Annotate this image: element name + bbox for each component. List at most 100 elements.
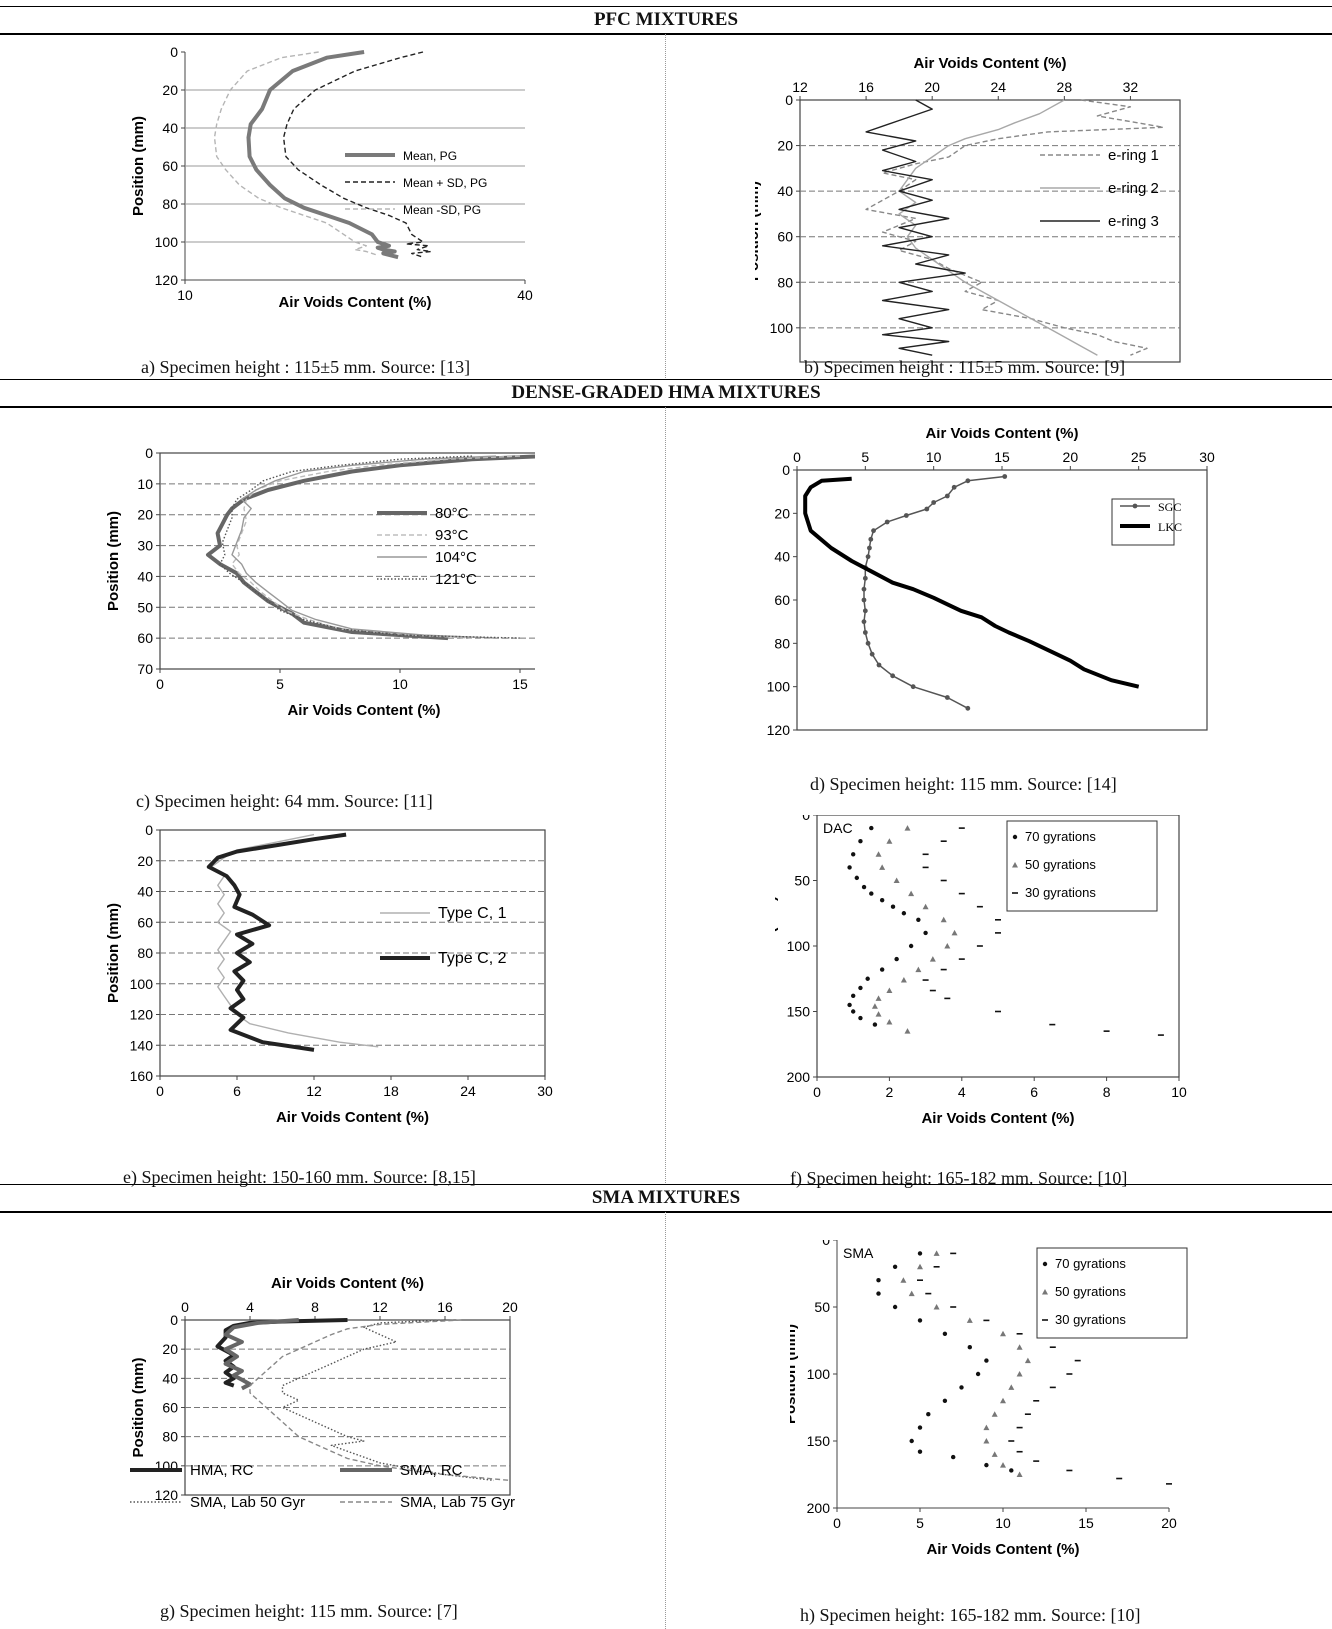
data-point xyxy=(900,1277,907,1283)
x-tick-label: 8 xyxy=(1103,1084,1111,1100)
data-point xyxy=(942,1398,948,1403)
data-point xyxy=(1024,1357,1031,1364)
legend-marker xyxy=(1012,862,1018,868)
data-point xyxy=(875,995,882,1001)
data-point xyxy=(984,1462,989,1468)
y-tick-label: 0 xyxy=(822,1240,830,1248)
y-tick-label: 0 xyxy=(170,44,178,60)
data-point xyxy=(933,1304,940,1310)
x-tick-label: 0 xyxy=(156,1083,164,1099)
data-point xyxy=(861,884,867,890)
y-tick-label: 80 xyxy=(162,196,178,212)
data-point xyxy=(959,1385,964,1390)
x-tick-label: 0 xyxy=(156,676,164,692)
series-lkc xyxy=(803,476,1140,689)
data-point xyxy=(879,967,885,972)
x-axis-label: Air Voids Content (%) xyxy=(278,294,431,311)
y-tick-label: 0 xyxy=(802,815,810,823)
x-tick-label: 6 xyxy=(1030,1084,1038,1100)
y-tick-label: 120 xyxy=(130,1007,154,1023)
data-point xyxy=(892,1304,898,1310)
data-point xyxy=(893,877,900,883)
y-tick-label: 0 xyxy=(785,92,793,108)
data-point xyxy=(991,1411,998,1417)
data-point xyxy=(858,985,863,991)
x-tick-label: 4 xyxy=(958,1084,966,1100)
data-point xyxy=(944,943,951,949)
y-tick-label: 100 xyxy=(770,320,794,336)
data-point xyxy=(966,1317,973,1323)
data-point xyxy=(876,662,882,668)
legend-label: 30 gyrations xyxy=(1055,1312,1126,1327)
x-tick-label: 0 xyxy=(181,1299,189,1315)
data-point xyxy=(951,929,958,936)
data-point xyxy=(865,640,871,646)
legend-label: SGC xyxy=(1158,500,1181,514)
data-point xyxy=(861,619,867,625)
series-sgc xyxy=(863,475,1005,709)
data-point xyxy=(926,1412,931,1417)
caption-e: e) Specimen height: 150-160 mm. Source: … xyxy=(123,1167,476,1187)
legend-marker xyxy=(1012,834,1018,840)
x-tick-label: 20 xyxy=(502,1299,518,1315)
chart-title: Air Voids Content (%) xyxy=(271,1275,424,1292)
data-point xyxy=(871,1003,878,1009)
legend-label: Mean + SD, PG xyxy=(403,176,487,190)
x-tick-label: 15 xyxy=(512,676,528,692)
y-tick-label: 100 xyxy=(767,679,791,695)
data-point xyxy=(967,1345,972,1350)
series-sma-rc xyxy=(223,1318,299,1391)
legend-label: 80°C xyxy=(435,505,469,522)
series-e-ring-2 xyxy=(898,99,1098,356)
data-point xyxy=(915,966,922,973)
y-tick-label: 50 xyxy=(137,599,153,615)
x-axis-label: Air Voids Content (%) xyxy=(287,702,440,719)
data-point xyxy=(851,852,856,857)
x-tick-label: 6 xyxy=(233,1083,241,1099)
x-tick-label: 15 xyxy=(994,449,1010,465)
chart-annotation: SMA xyxy=(843,1245,874,1261)
y-tick-label: 60 xyxy=(137,914,153,930)
x-tick-label: 5 xyxy=(916,1515,924,1531)
x-tick-label: 20 xyxy=(1063,449,1079,465)
section-header-sma: SMA MIXTURES xyxy=(0,1184,1332,1213)
x-tick-label: 0 xyxy=(793,449,801,465)
legend-marker xyxy=(1042,1289,1048,1295)
data-point xyxy=(875,1011,882,1017)
data-point xyxy=(975,1371,981,1377)
data-point xyxy=(862,575,868,581)
x-tick-label: 0 xyxy=(833,1515,841,1531)
y-tick-label: 0 xyxy=(145,445,153,461)
plot-frame xyxy=(159,452,535,670)
data-point xyxy=(875,851,882,857)
data-point xyxy=(910,684,916,690)
data-point xyxy=(858,839,863,844)
x-tick-label: 12 xyxy=(792,79,808,95)
data-point xyxy=(983,1438,990,1444)
chart-title: Air Voids Content (%) xyxy=(925,428,1078,442)
series-104-c xyxy=(231,455,497,639)
y-tick-label: 40 xyxy=(774,549,790,565)
data-point xyxy=(904,1028,911,1034)
y-tick-label: 60 xyxy=(162,1400,178,1416)
caption-c: c) Specimen height: 64 mm. Source: [11] xyxy=(136,791,433,811)
y-tick-label: 60 xyxy=(774,592,790,608)
y-tick-label: 120 xyxy=(767,722,791,738)
legend-label: 121°C xyxy=(435,571,477,588)
y-tick-label: 30 xyxy=(137,538,153,554)
data-point xyxy=(851,993,856,998)
data-point xyxy=(922,903,929,910)
data-point xyxy=(847,865,852,870)
data-point xyxy=(861,586,867,592)
x-tick-label: 10 xyxy=(392,676,408,692)
data-point xyxy=(869,651,875,657)
data-point xyxy=(872,1022,878,1027)
data-point xyxy=(886,987,893,994)
data-point xyxy=(862,608,868,614)
x-tick-label: 30 xyxy=(537,1083,553,1099)
y-tick-label: 50 xyxy=(814,1299,830,1315)
caption-a: a) Specimen height : 115±5 mm. Source: [… xyxy=(141,357,471,377)
x-tick-label: 10 xyxy=(177,287,193,303)
